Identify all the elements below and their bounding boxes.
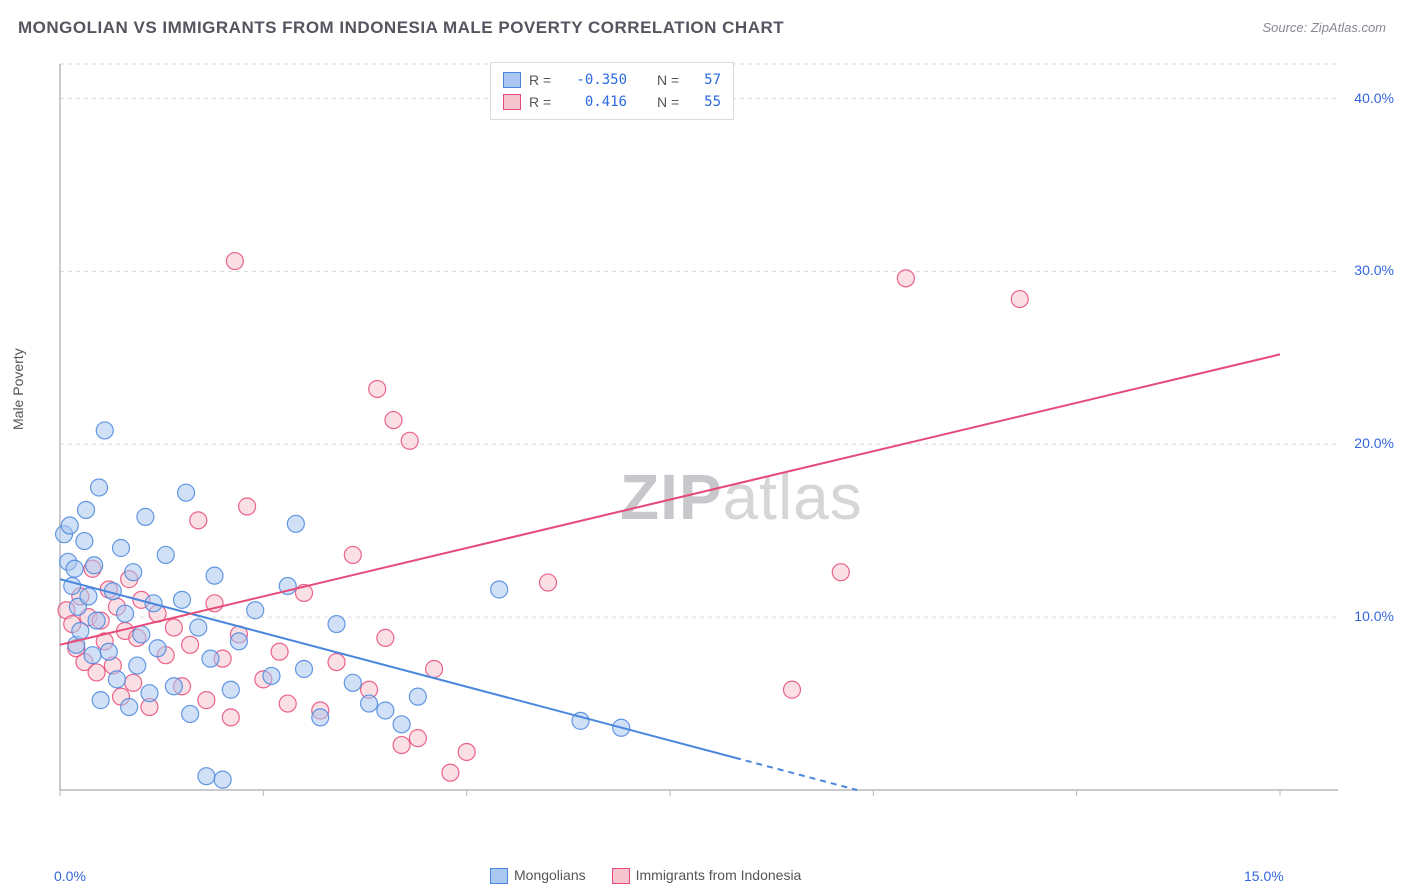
legend-swatch <box>490 868 508 884</box>
legend-r-label: R = <box>529 94 557 110</box>
legend-n-value: 55 <box>693 94 721 110</box>
y-tick-label: 40.0% <box>1354 90 1394 106</box>
y-tick-label: 30.0% <box>1354 262 1394 278</box>
legend-stats: R = -0.350 N = 57 R = 0.416 N = 55 <box>490 62 734 120</box>
chart-container: MONGOLIAN VS IMMIGRANTS FROM INDONESIA M… <box>0 0 1406 892</box>
legend-item: Immigrants from Indonesia <box>612 867 802 884</box>
legend-n-label: N = <box>657 72 685 88</box>
legend-n-label: N = <box>657 94 685 110</box>
x-tick-label: 15.0% <box>1244 868 1284 884</box>
legend-label: Immigrants from Indonesia <box>636 867 802 883</box>
legend-r-value: 0.416 <box>565 94 627 110</box>
legend-swatch <box>503 94 521 110</box>
legend-swatch <box>503 72 521 88</box>
legend-stats-row: R = 0.416 N = 55 <box>503 91 721 113</box>
legend-swatch <box>612 868 630 884</box>
legend-n-value: 57 <box>693 72 721 88</box>
legend-series: Mongolians Immigrants from Indonesia <box>490 867 801 884</box>
chart-title: MONGOLIAN VS IMMIGRANTS FROM INDONESIA M… <box>18 18 784 38</box>
y-tick-label: 20.0% <box>1354 435 1394 451</box>
y-tick-label: 10.0% <box>1354 608 1394 624</box>
plot-area: ZIPatlas <box>50 60 1340 830</box>
source-attribution: Source: ZipAtlas.com <box>1262 20 1386 35</box>
legend-r-label: R = <box>529 72 557 88</box>
scatter-svg <box>50 60 1340 830</box>
legend-r-value: -0.350 <box>565 72 627 88</box>
legend-item: Mongolians <box>490 867 586 884</box>
y-axis-label: Male Poverty <box>10 348 26 430</box>
x-tick-label: 0.0% <box>54 868 86 884</box>
legend-label: Mongolians <box>514 867 586 883</box>
legend-stats-row: R = -0.350 N = 57 <box>503 69 721 91</box>
